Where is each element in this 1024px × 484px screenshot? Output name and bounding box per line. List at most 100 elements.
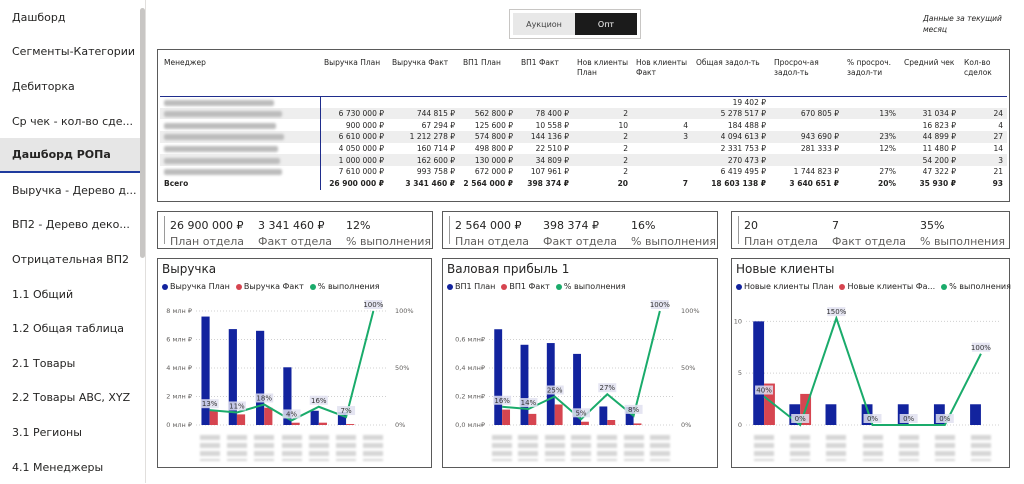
column-header[interactable]: Нов клиенты Факт <box>632 50 692 97</box>
y-axis-tick-label: 0 <box>738 421 742 429</box>
gross-profit-chart-panel[interactable]: Валовая прибыль 1 ВП1 План ВП1 Факт % выпол… <box>442 258 718 468</box>
column-header[interactable]: Выручка План <box>320 50 388 97</box>
fact-bar[interactable] <box>528 413 537 425</box>
nav-page-item[interactable]: 2.2 Товары ABC, XYZ <box>12 391 131 405</box>
fact-bar[interactable] <box>236 414 246 425</box>
column-header[interactable]: Общая задол-ть <box>692 50 770 97</box>
column-header[interactable]: Кол-во сделок <box>960 50 1007 97</box>
plan-bar[interactable] <box>310 410 319 425</box>
nav-page-item[interactable]: 2.1 Товары <box>12 356 76 370</box>
legend-marker <box>839 283 846 290</box>
fact-bar[interactable] <box>502 409 511 425</box>
plan-bar[interactable] <box>599 406 608 425</box>
kpi-fact-value: 398 374 ₽ <box>543 219 599 232</box>
revenue-chart-panel[interactable]: Выручка Выручка План Выручка Факт % выполне… <box>157 258 432 468</box>
fact-bar[interactable] <box>291 422 300 425</box>
legend-item[interactable]: % выполнения <box>555 282 626 291</box>
table-cell: 2 <box>623 167 628 177</box>
plan-bar[interactable] <box>201 316 210 425</box>
pct-label-background <box>624 404 643 414</box>
legend-item[interactable]: % выполнения <box>309 282 380 291</box>
column-header[interactable]: % просроч. задол-ти <box>843 50 900 97</box>
fact-bar[interactable] <box>346 424 355 425</box>
total-cell: 7 <box>682 179 688 189</box>
toggle-auction-button[interactable]: Аукцион <box>513 13 575 35</box>
pct-line[interactable] <box>209 310 375 422</box>
legend-item[interactable]: % выполнения <box>941 282 1011 291</box>
nav-page-item[interactable]: 1.2 Общая таблица <box>12 322 124 336</box>
column-header[interactable]: Выручка Факт <box>388 50 459 97</box>
nav-page-item[interactable]: Выручка - Дерево д... <box>12 183 137 197</box>
plan-bar[interactable] <box>337 412 347 425</box>
plan-bar[interactable] <box>625 407 634 425</box>
pct-line[interactable] <box>763 315 982 427</box>
table-cell: 144 136 ₽ <box>517 131 573 143</box>
table-cell: 67 294 ₽ <box>421 120 455 130</box>
plan-bar[interactable] <box>970 404 981 425</box>
plan-bar[interactable] <box>256 330 265 425</box>
legend-item[interactable]: Новые клиенты План <box>736 282 833 291</box>
fact-bar[interactable] <box>764 383 775 425</box>
fact-bar[interactable] <box>554 404 563 425</box>
kpi-pct-value: 16% <box>631 219 656 232</box>
fact-bar[interactable] <box>633 423 642 425</box>
redacted-name <box>164 157 280 164</box>
nav-page-item[interactable]: Дашборд РОПа <box>0 138 145 173</box>
fact-bar[interactable] <box>581 421 589 425</box>
nav-page-item[interactable]: Отрицательная ВП2 <box>12 252 129 266</box>
table-row[interactable]: 6 730 000 ₽744 815 ₽562 800 ₽78 400 ₽2 5 … <box>160 107 1007 120</box>
table-cell <box>960 96 1007 108</box>
nav-page-item[interactable]: 3.1 Регионы <box>12 425 82 439</box>
legend-item[interactable]: ВП1 План <box>447 282 495 291</box>
redacted-x-label <box>571 435 591 461</box>
column-header[interactable]: Нов клиенты План <box>573 50 632 97</box>
table-cell <box>632 166 692 178</box>
fact-bar[interactable] <box>318 422 327 425</box>
column-header[interactable]: Менеджер <box>160 50 320 97</box>
fact-bar[interactable] <box>264 407 273 425</box>
column-header[interactable]: ВП1 Факт <box>517 50 573 97</box>
table-row[interactable]: 6 610 000 ₽1 212 278 ₽574 800 ₽144 136 ₽… <box>160 131 1007 143</box>
column-header[interactable]: Просроч-ая задол-ть <box>770 50 843 97</box>
plan-bar[interactable] <box>520 344 529 425</box>
fact-bar[interactable] <box>209 410 218 425</box>
nav-page-item[interactable]: ВП2 - Дерево деко... <box>12 218 130 232</box>
pct-data-label: 0% <box>903 415 914 423</box>
table-row[interactable]: 4 050 000 ₽ 160 714 ₽ 498 800 ₽ 22 510 ₽ 2 2 … <box>160 142 1007 155</box>
nav-page-item[interactable]: 1.1 Общий <box>12 287 74 301</box>
table-row[interactable]: 19 402 ₽ <box>160 96 1007 108</box>
plan-bar[interactable] <box>753 321 765 425</box>
toggle-wholesale-button[interactable]: Опт <box>575 13 637 35</box>
nav-page-item[interactable]: 4.1 Менеджеры <box>12 460 104 474</box>
redacted-name <box>164 99 274 106</box>
table-row[interactable]: 1 000 000 ₽162 600 ₽130 000 ₽34 809 ₽2 27… <box>160 154 1007 167</box>
column-header[interactable]: ВП1 План <box>459 50 517 97</box>
pct-data-label: 13% <box>202 400 218 408</box>
legend-item[interactable]: ВП1 Факт <box>501 282 550 291</box>
plan-bar[interactable] <box>825 404 837 425</box>
nav-page-item[interactable]: Дашборд <box>12 10 66 24</box>
legend-item[interactable]: Выручка Факт <box>235 282 304 291</box>
plan-bar[interactable] <box>573 353 581 425</box>
table-row[interactable]: 900 000 ₽ 67 294 ₽ 125 600 ₽ 10 558 ₽ 10 4 184… <box>160 119 1007 132</box>
table-row[interactable]: 7 610 000 ₽ 993 758 ₽ 672 000 ₽ 107 961 ₽ 2 6… <box>160 166 1007 178</box>
pct-line[interactable] <box>502 310 661 421</box>
sidebar-scrollbar[interactable] <box>140 8 145 258</box>
legend-item[interactable]: Выручка План <box>162 282 230 291</box>
nav-page-item[interactable]: Дебиторка <box>12 79 75 93</box>
plan-bar[interactable] <box>228 329 237 425</box>
plan-bar[interactable] <box>494 329 503 425</box>
table-cell <box>900 96 960 108</box>
legend-item[interactable]: Новые клиенты Фа... <box>839 282 935 291</box>
legend-marker <box>447 283 453 290</box>
nav-page-item[interactable]: Сегменты-Категории <box>12 45 136 59</box>
plan-bar[interactable] <box>546 343 555 425</box>
pct-data-label: 25% <box>547 387 563 395</box>
fact-bar[interactable] <box>607 420 616 425</box>
nav-page-item[interactable]: Ср чек - кол-во сде... <box>12 114 134 128</box>
pct-data-label: 5% <box>575 409 586 417</box>
plan-bar[interactable] <box>283 367 292 425</box>
column-header[interactable]: Средний чек <box>900 50 960 97</box>
new-clients-chart-panel[interactable]: Новые клиенты Новые клиенты План Новые кли… <box>731 258 1011 468</box>
chart-legend: Выручка План Выручка Факт % выполнения <box>162 282 380 291</box>
